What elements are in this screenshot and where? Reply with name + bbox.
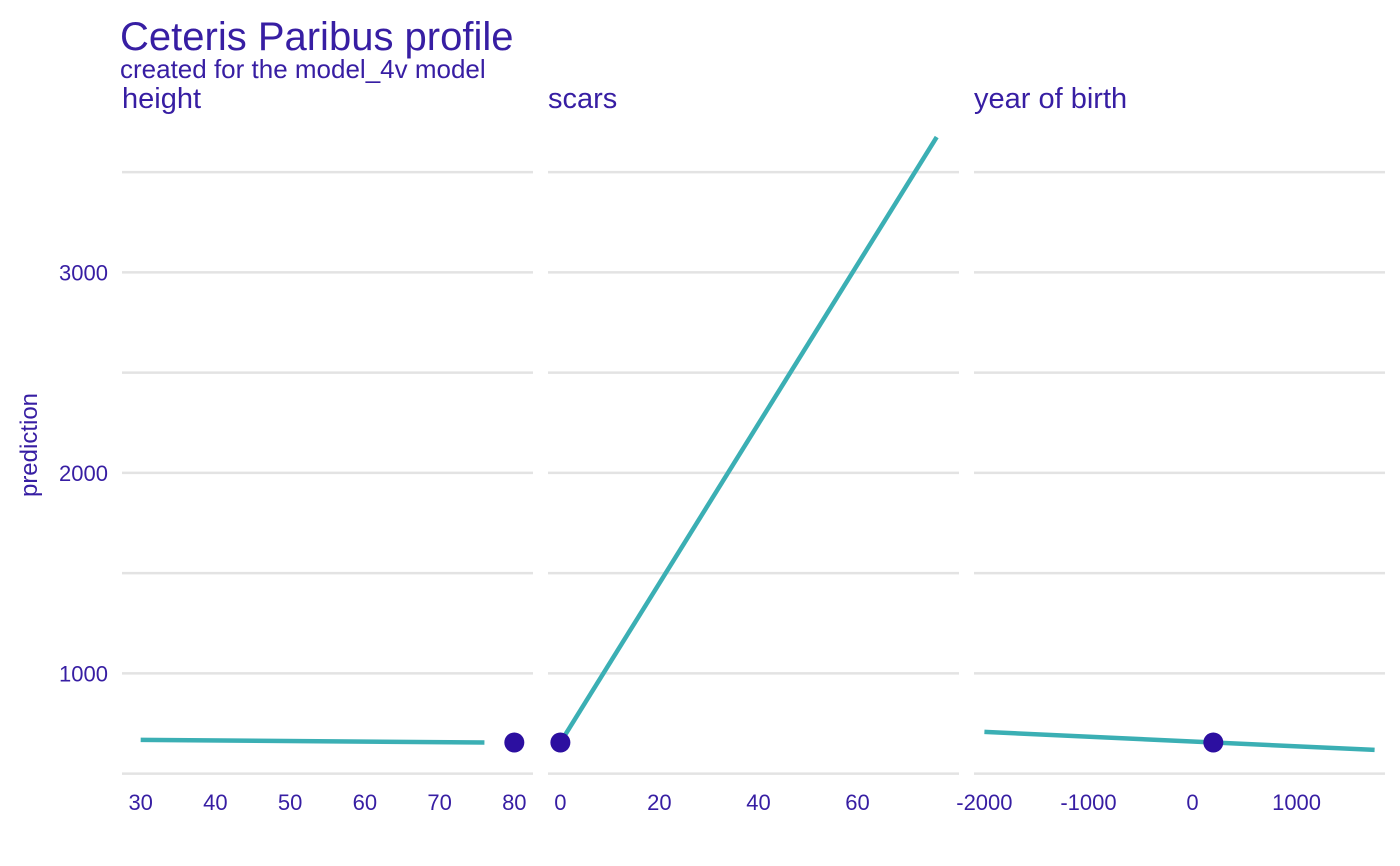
profile-line [140, 737, 485, 745]
x-tick-label: 70 [427, 790, 451, 815]
chart-subtitle: created for the model_4v model [120, 54, 486, 84]
observation-point [504, 732, 525, 753]
x-tick-label: 0 [1186, 790, 1198, 815]
x-tick-label: 60 [353, 790, 377, 815]
panel-strip-label: scars [548, 83, 617, 115]
y-tick-label: 1000 [59, 661, 108, 686]
panels: height 30 40 50 60 70 80 scars 0 20 40 60 year of bi… [59, 83, 1385, 815]
x-tick-label: 50 [278, 790, 302, 815]
x-tick-label: -1000 [1060, 790, 1116, 815]
panel-scars: scars 0 20 40 60 [548, 83, 959, 815]
y-tick-label: 3000 [59, 260, 108, 285]
observation-point [550, 732, 571, 753]
panel-year-of-birth: year of birth -2000 -1000 0 1000 [956, 83, 1385, 815]
panel-strip-label: height [122, 83, 201, 115]
x-tick-label: 0 [554, 790, 566, 815]
panel-height: height 30 40 50 60 70 80 [122, 83, 533, 815]
x-tick-label: 20 [647, 790, 671, 815]
y-tick-label: 2000 [59, 461, 108, 486]
x-tick-label: 30 [128, 790, 152, 815]
profile-line [984, 729, 1375, 753]
x-tick-label: 1000 [1272, 790, 1321, 815]
x-tick-label: 40 [746, 790, 770, 815]
observation-point [1203, 732, 1224, 753]
panel-strip-label: year of birth [974, 83, 1127, 115]
x-tick-label: -2000 [956, 790, 1012, 815]
x-tick-label: 80 [502, 790, 526, 815]
x-tick-label: 40 [203, 790, 227, 815]
chart-title: Ceteris Paribus profile [120, 15, 514, 59]
profile-line [558, 135, 939, 744]
y-axis-label: prediction [16, 393, 43, 497]
x-tick-label: 60 [845, 790, 869, 815]
